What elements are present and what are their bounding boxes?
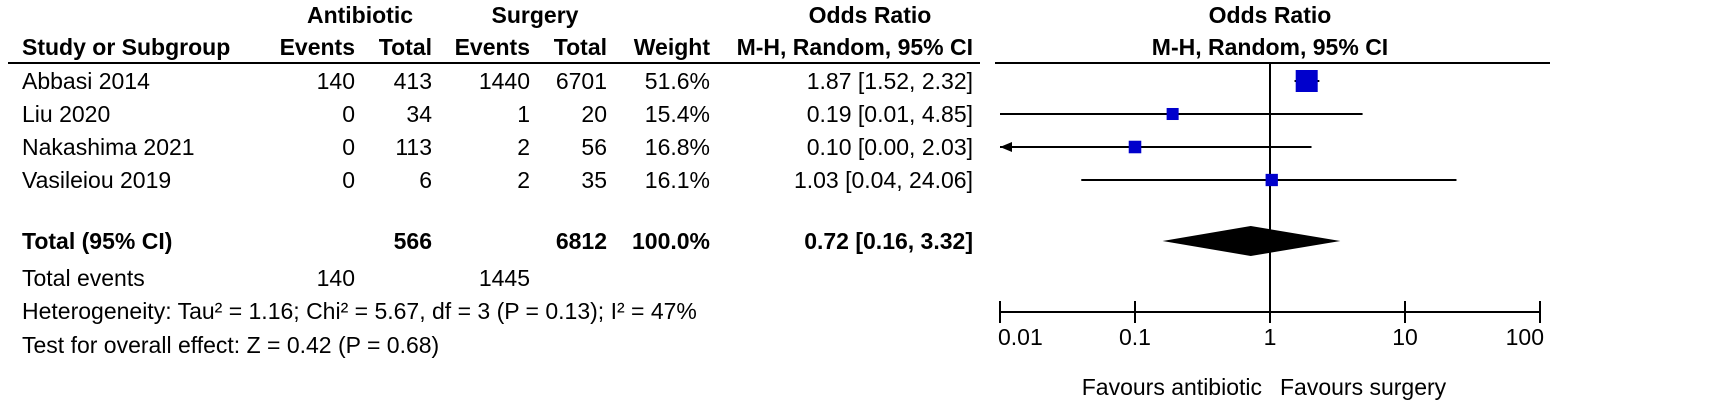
col-weight-header: Weight	[633, 34, 710, 60]
x-axis-tick-label: 100	[1506, 324, 1544, 350]
group2-header: Surgery	[491, 2, 579, 28]
ci-cell: 1.87 [1.52, 2.32]	[806, 68, 973, 94]
study-marker	[1295, 70, 1318, 92]
total1-cell: 34	[406, 101, 432, 127]
study-name: Liu 2020	[22, 101, 111, 127]
odds-ratio-title-right: Odds Ratio	[1208, 2, 1332, 28]
ci-cell: 1.03 [0.04, 24.06]	[793, 167, 973, 193]
overall-effect-text: Test for overall effect: Z = 0.42 (P = 0…	[22, 332, 440, 358]
events2-cell: 1440	[478, 68, 530, 94]
total1-cell: 413	[393, 68, 432, 94]
x-axis-tick-label: 0.01	[998, 324, 1043, 350]
total2-cell: 20	[581, 101, 607, 127]
events2-cell: 1	[517, 101, 530, 127]
study-marker	[1166, 107, 1179, 121]
favours-left-label: Favours antibiotic	[1082, 374, 1262, 400]
pooled-diamond	[1162, 226, 1341, 256]
study-name: Nakashima 2021	[22, 134, 195, 160]
total-ci: 0.72 [0.16, 3.32]	[804, 228, 973, 254]
study-name: Abbasi 2014	[22, 68, 150, 94]
total-weight: 100.0%	[631, 228, 710, 254]
total2-cell: 56	[581, 134, 607, 160]
col-events2-header: Events	[454, 34, 530, 60]
col-method-right-header: M-H, Random, 95% CI	[1151, 34, 1389, 60]
ci-cell: 0.10 [0.00, 2.03]	[806, 134, 973, 160]
events2-cell: 2	[517, 134, 530, 160]
total2-cell: 6701	[555, 68, 607, 94]
col-total2-header: Total	[553, 34, 607, 60]
study-marker	[1265, 173, 1278, 187]
col-study-header: Study or Subgroup	[22, 34, 231, 60]
ci-left-arrow	[1000, 142, 1012, 152]
x-axis-tick-label: 10	[1392, 324, 1418, 350]
events1-cell: 0	[342, 134, 355, 160]
weight-cell: 15.4%	[644, 101, 710, 127]
weight-cell: 51.6%	[644, 68, 710, 94]
total-events2: 1445	[478, 265, 530, 291]
odds-ratio-title-left: Odds Ratio	[808, 2, 932, 28]
col-method-left-header: M-H, Random, 95% CI	[736, 34, 973, 60]
events2-cell: 2	[517, 167, 530, 193]
weight-cell: 16.1%	[644, 167, 710, 193]
total2-cell: 35	[581, 167, 607, 193]
group1-header: Antibiotic	[306, 2, 414, 28]
weight-cell: 16.8%	[644, 134, 710, 160]
total-events1: 140	[316, 265, 355, 291]
header-rule-right	[995, 62, 1550, 64]
col-total1-header: Total	[378, 34, 432, 60]
total1-sum: 566	[393, 228, 432, 254]
study-marker	[1128, 140, 1142, 154]
favours-right-label: Favours surgery	[1280, 374, 1447, 400]
total-events-label: Total events	[22, 265, 145, 291]
total1-cell: 113	[395, 134, 432, 160]
events1-cell: 0	[342, 101, 355, 127]
x-axis-tick-label: 0.1	[1119, 324, 1151, 350]
total-label: Total (95% CI)	[22, 228, 173, 254]
header-rule-left	[8, 62, 980, 64]
x-axis-tick-label: 1	[1264, 324, 1277, 350]
events1-cell: 0	[342, 167, 355, 193]
col-events1-header: Events	[279, 34, 355, 60]
heterogeneity-text: Heterogeneity: Tau² = 1.16; Chi² = 5.67,…	[22, 298, 697, 324]
total1-cell: 6	[419, 167, 432, 193]
total2-sum: 6812	[555, 228, 607, 254]
study-name: Vasileiou 2019	[22, 167, 172, 193]
ci-cell: 0.19 [0.01, 4.85]	[806, 101, 973, 127]
events1-cell: 140	[316, 68, 355, 94]
